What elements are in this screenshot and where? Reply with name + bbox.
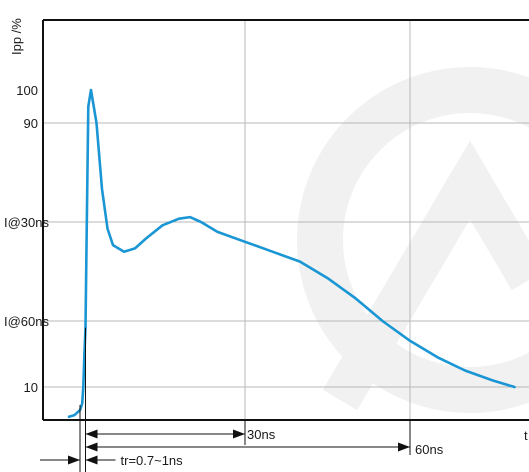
arrow-30ns-head-left bbox=[85, 429, 98, 439]
label-rise-time: tr=0.7~1ns bbox=[121, 453, 184, 468]
watermark-logo bbox=[297, 67, 529, 413]
arrow-rise-head-left bbox=[68, 455, 80, 465]
x-axis-unit-label: t bbox=[524, 428, 528, 443]
arrow-60ns-head-right bbox=[398, 442, 410, 452]
series-line-ipp bbox=[67, 88, 516, 418]
time-dimension-annotations: 30ns 60ns tr=0.7~1ns t bbox=[40, 327, 528, 472]
y-tick-labels: 100 90 I@30ns I@60ns 10 bbox=[4, 83, 49, 395]
y-axis-label: Ipp /% bbox=[9, 18, 24, 55]
label-30ns: 30ns bbox=[247, 427, 276, 442]
y-tick-label: I@60ns bbox=[4, 314, 49, 329]
arrow-60ns-head-left bbox=[85, 442, 98, 452]
axes bbox=[42, 19, 529, 421]
arrow-30ns-head-right bbox=[233, 429, 245, 439]
y-tick-label: 90 bbox=[24, 116, 38, 131]
label-60ns: 60ns bbox=[415, 442, 444, 457]
arrow-rise-head-right bbox=[85, 455, 98, 465]
y-tick-label: 100 bbox=[16, 83, 38, 98]
y-tick-label: I@30ns bbox=[4, 215, 49, 230]
grid-lines bbox=[43, 20, 529, 420]
y-tick-label: 10 bbox=[24, 380, 38, 395]
